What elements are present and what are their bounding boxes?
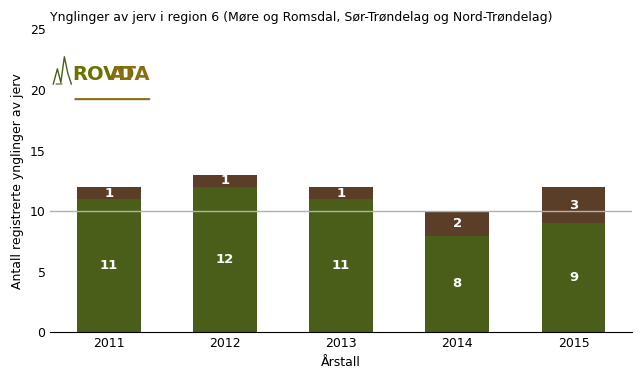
Bar (193, 175, 257, 187)
Bar (77, 187, 141, 199)
Text: 11: 11 (332, 259, 350, 272)
Text: ROVD: ROVD (73, 65, 135, 84)
Text: 1: 1 (104, 187, 113, 200)
Text: 11: 11 (100, 259, 118, 272)
Text: 1: 1 (336, 187, 346, 200)
Bar (541, 223, 606, 332)
Bar (309, 199, 373, 332)
X-axis label: Årstall: Årstall (322, 356, 361, 369)
Text: 8: 8 (453, 277, 462, 290)
Text: 3: 3 (569, 199, 578, 212)
Text: 2: 2 (453, 217, 462, 230)
Text: 12: 12 (216, 253, 234, 266)
Bar (426, 211, 489, 236)
Text: 9: 9 (569, 271, 578, 284)
Bar (309, 187, 373, 199)
Text: ATA: ATA (111, 65, 151, 84)
Text: 1: 1 (221, 174, 230, 187)
Bar (77, 199, 141, 332)
Bar (541, 187, 606, 223)
Bar (193, 187, 257, 332)
Y-axis label: Antall registrerte ynglinger av jerv: Antall registrerte ynglinger av jerv (11, 73, 24, 289)
Text: Ynglinger av jerv i region 6 (Møre og Romsdal, Sør-Trøndelag og Nord-Trøndelag): Ynglinger av jerv i region 6 (Møre og Ro… (50, 11, 553, 24)
Bar (426, 236, 489, 332)
